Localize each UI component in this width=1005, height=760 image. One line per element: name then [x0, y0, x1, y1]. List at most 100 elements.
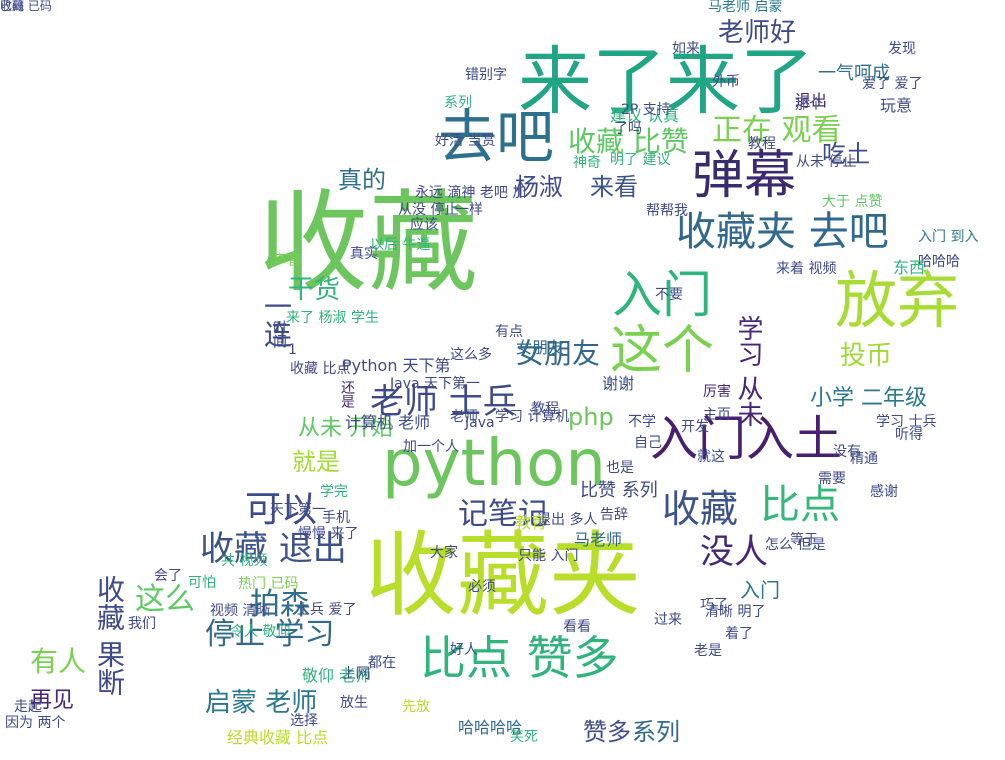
- cloud-word: 视频 清晰: [210, 603, 271, 619]
- cloud-word: 哈哈哈哈: [458, 718, 523, 737]
- cloud-word: 发现: [888, 41, 916, 57]
- cloud-word: 上网: [342, 666, 370, 682]
- cloud-word: 看看: [563, 619, 591, 635]
- cloud-word: 来着 视频: [776, 261, 837, 277]
- cloud-word: 收藏 比赞: [568, 125, 689, 158]
- cloud-word: 拍森: [250, 587, 310, 622]
- cloud-word: 都在: [368, 655, 396, 671]
- cloud-word: 女朋友: [516, 338, 565, 357]
- cloud-word: 以后 牛逼: [370, 237, 431, 253]
- cloud-word: 可怕: [188, 575, 216, 591]
- cloud-word: 也是: [606, 460, 634, 476]
- cloud-word: 神奇: [573, 155, 601, 171]
- cloud-word: 收藏夹: [365, 522, 642, 629]
- cloud-word: 东西: [893, 258, 926, 277]
- cloud-word: 比点 赞多: [420, 631, 619, 685]
- cloud-word: 真的: [338, 166, 386, 194]
- cloud-word: 不学: [628, 414, 656, 430]
- cloud-word: 选择: [290, 713, 318, 729]
- cloud-word: 投币: [840, 341, 893, 371]
- cloud-word: 还是: [339, 380, 355, 408]
- cloud-word: 学完: [320, 484, 348, 500]
- cloud-word: 声音: [273, 253, 301, 269]
- cloud-word: 学习 从未: [733, 315, 763, 428]
- cloud-word: 退出 多人: [537, 512, 598, 528]
- cloud-word: 一连: [260, 292, 293, 348]
- cloud-word: 记笔记: [458, 497, 548, 532]
- cloud-word: 老师 士兵: [370, 382, 517, 422]
- cloud-word: 自己: [634, 435, 662, 451]
- cloud-word: 女朋友: [516, 337, 601, 370]
- cloud-word: Java 天下第一: [390, 376, 481, 392]
- cloud-word: 过来: [654, 612, 682, 628]
- cloud-word: 小学 二年级: [810, 386, 927, 411]
- cloud-word: 从未 停止: [796, 154, 857, 170]
- cloud-word: 爱了 爱了: [862, 76, 923, 92]
- cloud-word: 收藏 退出: [200, 529, 347, 569]
- cloud-word: 弹幕: [692, 146, 797, 206]
- cloud-word: 这么: [135, 582, 195, 617]
- cloud-word: 从未 开始: [298, 416, 393, 441]
- cloud-word: 笑死: [510, 729, 538, 745]
- cloud-word: 计算机 老师: [345, 413, 431, 432]
- cloud-word: 错别字: [465, 67, 507, 83]
- cloud-word: 去吧: [438, 103, 555, 171]
- cloud-word: 收藏 果断: [93, 575, 126, 696]
- cloud-word: 明了 建议: [610, 152, 671, 168]
- cloud-word: php: [568, 403, 614, 431]
- cloud-word: 应该: [410, 217, 438, 233]
- cloud-word: 厉害: [703, 384, 731, 400]
- cloud-word: 真实: [350, 246, 378, 262]
- cloud-word: 因为 两个: [5, 715, 66, 731]
- cloud-word: 收藏: [258, 179, 478, 307]
- cloud-word: 精通: [850, 451, 878, 467]
- cloud-word: 放弃: [835, 264, 960, 337]
- cloud-word: 教育: [515, 513, 548, 532]
- cloud-word: 大于 点赞: [822, 194, 883, 210]
- cloud-word: 入门: [740, 578, 780, 602]
- cloud-word: 1: [288, 342, 297, 358]
- cloud-word: 有人: [30, 645, 87, 678]
- cloud-word: 怎么 但是: [765, 537, 826, 553]
- cloud-word: 帮帮我: [646, 203, 688, 219]
- cloud-word: 收藏夹 去吧: [676, 209, 889, 255]
- cloud-word: 没有: [833, 444, 861, 460]
- cloud-word: 系列: [444, 95, 472, 111]
- cloud-word: 收藏 比点: [290, 361, 351, 377]
- cloud-word: python: [382, 427, 606, 501]
- cloud-word: 着了: [725, 626, 753, 642]
- cloud-word: 主页: [703, 407, 731, 423]
- cloud-word: 手机: [322, 510, 350, 526]
- cloud-word: 一气呵成: [818, 63, 890, 84]
- cloud-word: 来了 杨淑 学生: [286, 310, 379, 326]
- cloud-word: 马老师 启蒙: [708, 0, 783, 15]
- cloud-word: 会了: [154, 568, 182, 584]
- cloud-word: 来看: [590, 173, 638, 201]
- cloud-word: 老师: [450, 409, 478, 425]
- cloud-word: 没人: [700, 532, 768, 572]
- cloud-word: 巧了: [700, 597, 728, 613]
- cloud-word: 先放: [402, 699, 430, 715]
- cloud-word: Java: [465, 415, 495, 431]
- cloud-word: 退出: [795, 91, 828, 110]
- cloud-word: 好活 当赏: [435, 133, 496, 149]
- cloud-word: 比点: [760, 482, 840, 528]
- cloud-word: 谢谢: [602, 374, 635, 393]
- cloud-word: 共 视频: [221, 553, 268, 569]
- cloud-word: 干货: [288, 275, 341, 305]
- cloud-word: 天下第一: [270, 502, 326, 518]
- cloud-word: 那个: [795, 97, 823, 113]
- cloud-word: 系列: [632, 718, 680, 746]
- cloud-word: 2P 支持: [621, 102, 671, 118]
- cloud-word: 入门: [612, 266, 712, 324]
- cloud-word: 必须: [468, 579, 496, 595]
- cloud-word: 老是: [694, 643, 722, 659]
- cloud-word: 启蒙 老师: [205, 688, 318, 718]
- cloud-word: 外币: [712, 74, 740, 90]
- cloud-word: 入门 到入: [918, 229, 979, 245]
- cloud-word: 来了来了: [518, 39, 814, 125]
- cloud-word: 收藏: [662, 487, 739, 531]
- cloud-word: 就是: [292, 448, 340, 476]
- cloud-word: 经典收藏 比点: [227, 728, 329, 747]
